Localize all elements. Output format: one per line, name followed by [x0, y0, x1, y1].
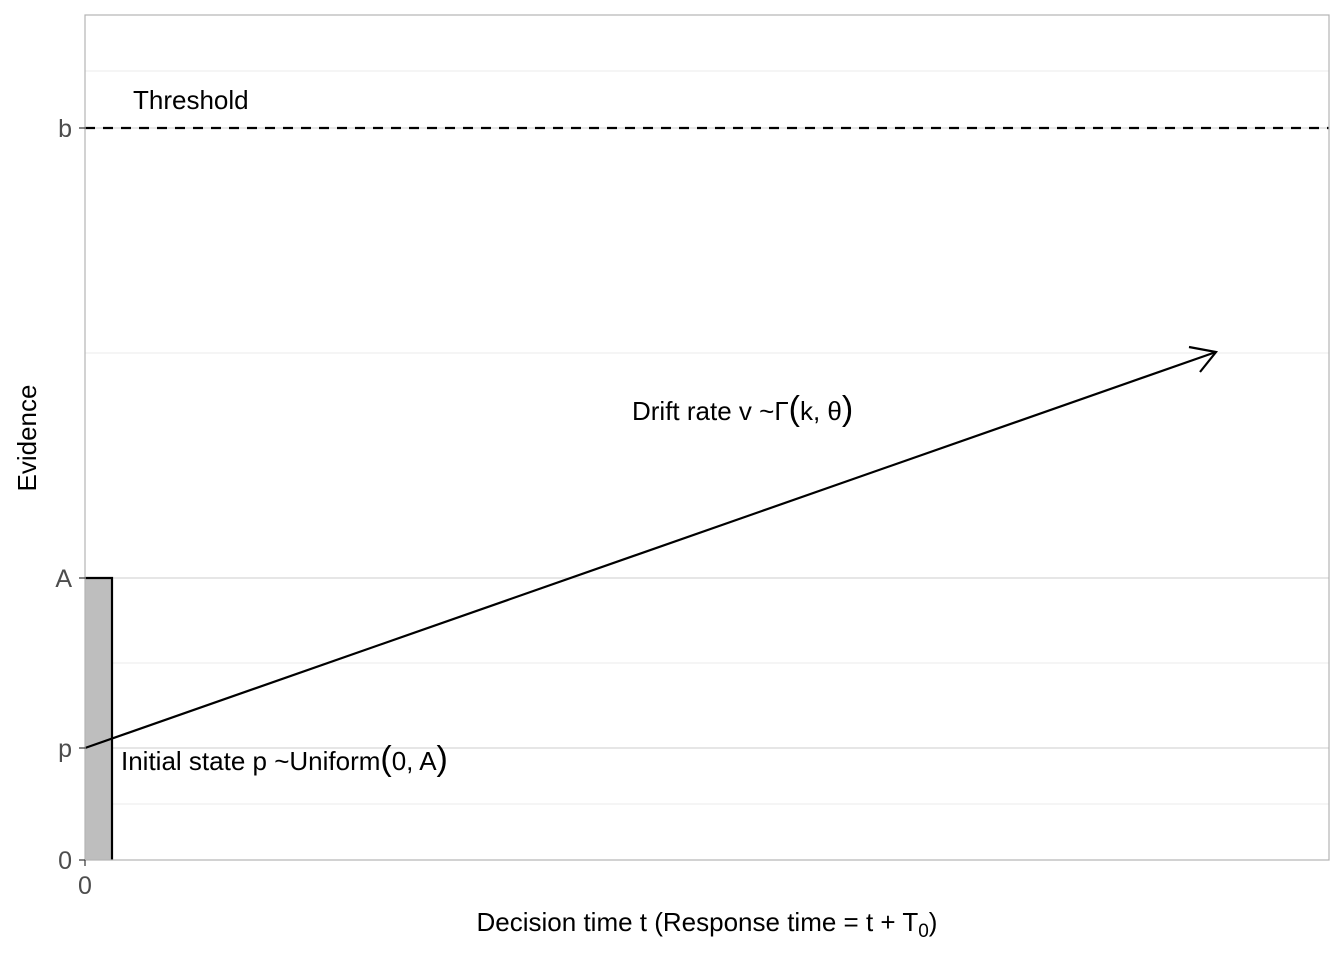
x-axis-title: Decision time t (Response time = t + T0): [477, 907, 938, 942]
panel-border: [84, 14, 1330, 861]
x-axis-title-main: Decision time t (Response time = t + T: [477, 907, 919, 937]
drift-arrow-line: [84, 350, 1217, 750]
drift-rate-args: k, θ: [800, 396, 842, 426]
initial-state-prefix: Initial state p ~Uniform: [121, 746, 380, 776]
y-axis-ticks: b A p 0: [55, 115, 85, 875]
x-axis-ticks: 0: [78, 860, 92, 900]
threshold-label: Threshold: [133, 85, 249, 115]
gridlines: [85, 70, 1329, 805]
y-tick-label-0: 0: [58, 847, 72, 875]
y-tick-label-b: b: [58, 115, 72, 143]
initial-state-open-paren: (: [380, 740, 392, 778]
x-axis-title-subscript: 0: [918, 921, 929, 942]
start-point-box: [85, 578, 112, 860]
x-tick-label-0: 0: [78, 872, 92, 900]
initial-state-close-paren: ): [437, 740, 448, 778]
drift-rate-close-paren: ): [842, 390, 853, 428]
y-tick-label-p: p: [58, 735, 72, 763]
initial-state-args: 0, A: [392, 746, 437, 776]
initial-state-label: Initial state p ~Uniform(0, A): [121, 740, 448, 778]
drift-rate-open-paren: (: [789, 390, 801, 428]
drift-rate-prefix: Drift rate v ~Γ: [632, 396, 789, 426]
y-axis-title: Evidence: [12, 385, 42, 492]
start-point-box-outline: [85, 576, 114, 860]
y-tick-label-A: A: [55, 565, 72, 593]
x-axis-title-close: ): [929, 907, 938, 937]
drift-rate-label: Drift rate v ~Γ(k, θ): [632, 390, 853, 428]
drift-arrowhead: [1188, 345, 1219, 373]
